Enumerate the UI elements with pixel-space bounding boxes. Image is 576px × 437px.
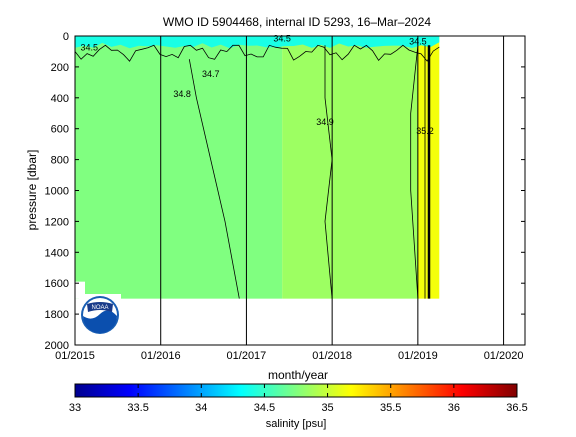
colorbar-label: salinity [psu] (266, 418, 327, 430)
chart-title: WMO ID 5904468, internal ID 5293, 16–Mar… (163, 15, 431, 29)
salinity-zone (75, 36, 283, 299)
x-axis: 01/2015 01/2016 01/2017 01/2018 01/2019 01/20… (55, 350, 523, 362)
colorbar-tick-label: 33 (69, 402, 81, 414)
contour-label: 34.9 (316, 117, 334, 127)
y-tick-label: 0 (63, 31, 69, 43)
x-tick-label: 01/2020 (484, 350, 524, 362)
contour-line (410, 45, 419, 299)
contour-label: 34.7 (202, 69, 220, 79)
y-axis: 0 200 400 600 800 1000 1200 1400 1600 1800 2000 (45, 31, 525, 352)
colorbar-tick-label: 36.5 (506, 402, 527, 414)
colorbar-gradient (74, 383, 518, 398)
colorbar-tick-label: 35.5 (380, 402, 401, 414)
noaa-logo-text: NOAA (91, 305, 108, 311)
colorbar-ticks: 33 33.5 34 34.5 35 35.5 36 36.5 (69, 384, 528, 414)
colorbar-tick-label: 36 (448, 402, 460, 414)
y-tick-label: 800 (51, 155, 69, 167)
surface-layer (75, 36, 440, 49)
contour-label: 34.8 (173, 89, 191, 99)
colorbar-tick-label: 34 (195, 402, 207, 414)
x-tick-label: 01/2016 (141, 350, 181, 362)
y-tick-label: 600 (51, 124, 69, 136)
contour-line (74, 44, 440, 62)
x-tick-label: 01/2015 (55, 350, 95, 362)
noaa-logo: NOAA (79, 294, 121, 336)
x-tick-label: 01/2018 (312, 350, 352, 362)
y-tick-label: 1000 (45, 186, 69, 198)
data-gap (75, 281, 85, 299)
y-tick-label: 1800 (45, 309, 69, 321)
y-tick-label: 400 (51, 93, 69, 105)
plot-area: 34.534.5 34.534.734.834.935.2 (74, 33, 505, 345)
colorbar (74, 383, 518, 398)
y-tick-label: 1400 (45, 247, 69, 259)
y-tick-label: 200 (51, 62, 69, 74)
contour-label: 34.5 (273, 33, 291, 43)
y-tick-label: 1600 (45, 278, 69, 290)
colorbar-tick-label: 35 (321, 402, 333, 414)
y-axis-label: pressure [dbar] (25, 150, 39, 231)
x-tick-label: 01/2017 (227, 350, 267, 362)
colorbar-tick-label: 34.5 (254, 402, 275, 414)
y-tick-label: 1200 (45, 216, 69, 228)
x-axis-label: month/year (268, 368, 328, 382)
y-tick-label: 2000 (45, 340, 69, 352)
colorbar-tick-label: 33.5 (127, 402, 148, 414)
contour-label: 34.5 (81, 43, 99, 53)
contour-label: 35.2 (416, 126, 434, 136)
x-tick-label: 01/2019 (398, 350, 438, 362)
contour-line (188, 59, 240, 299)
salinity-zone (282, 36, 418, 299)
